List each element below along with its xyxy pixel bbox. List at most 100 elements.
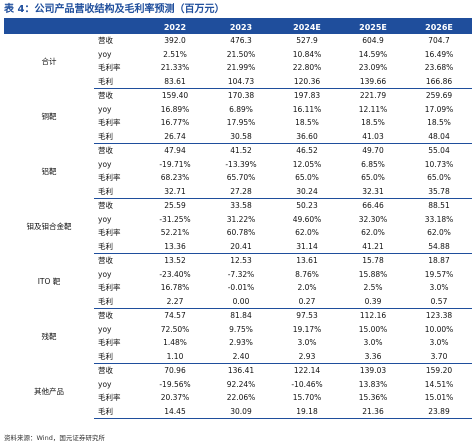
value-cell: 74.57 — [164, 311, 186, 321]
value-cell: 19.18 — [274, 404, 340, 419]
table-row: yoy 16.89% 6.89% 16.11% 12.11% 17.09% — [4, 103, 472, 117]
value-cell: 9.75% — [229, 324, 253, 334]
value-cell: 16.77% — [160, 118, 190, 128]
table-row: 其他产品 营收 70.96 136.41 122.14 139.03 159.20 — [4, 364, 472, 395]
value-cell: 36.60 — [274, 129, 340, 144]
value-cell: 197.83 — [293, 91, 321, 101]
value-cell: 22.06% — [226, 393, 256, 403]
table-row: 铝靶 营收 47.94 41.52 46.52 49.70 55.04 — [4, 144, 472, 175]
table-row: 钼及钼合金靶 营收 25.59 33.58 50.23 66.46 88.51 — [4, 199, 472, 230]
table-row: 毛利 83.61 104.73 120.36 139.66 166.86 — [4, 74, 472, 89]
value-cell: 47.94 — [164, 146, 186, 156]
value-cell: 221.79 — [359, 91, 387, 101]
value-cell: 35.78 — [406, 184, 472, 199]
value-cell: 22.80% — [292, 63, 322, 73]
header-blank-1 — [4, 20, 94, 34]
table-row: 毛利 14.45 30.09 19.18 21.36 23.89 — [4, 404, 472, 419]
value-cell: 48.04 — [406, 129, 472, 144]
metric-label: 毛利率 — [98, 393, 121, 403]
value-cell: 3.70 — [406, 349, 472, 364]
value-cell: 83.61 — [142, 74, 208, 89]
value-cell: 30.24 — [274, 184, 340, 199]
value-cell: 27.28 — [208, 184, 274, 199]
table-row: 毛利 2.27 0.00 0.27 0.39 0.57 — [4, 294, 472, 309]
header-year-2022: 2022 — [142, 20, 208, 34]
metric-label: 毛利 — [94, 294, 142, 309]
table-row: ITO 靶 营收 13.52 12.53 13.61 15.78 18.87 — [4, 254, 472, 285]
value-cell: -19.56% — [159, 379, 191, 389]
table-row: 残靶 营收 74.57 81.84 97.53 112.16 123.38 — [4, 309, 472, 340]
value-cell: 23.89 — [406, 404, 472, 419]
value-cell: 49.70 — [362, 146, 384, 156]
value-cell: 604.9 — [362, 36, 384, 46]
value-cell: 26.74 — [142, 129, 208, 144]
value-cell: 10.73% — [424, 159, 454, 169]
metric-label: 毛利率 — [98, 338, 121, 348]
value-cell: 81.84 — [230, 311, 252, 321]
metric-label: 营收 — [98, 146, 113, 156]
title-rule — [4, 18, 472, 20]
metric-label: yoy — [98, 49, 112, 59]
value-cell: 1.10 — [142, 349, 208, 364]
value-cell: 16.78% — [160, 283, 190, 293]
metric-label: 毛利 — [94, 349, 142, 364]
table-row: 毛利 26.74 30.58 36.60 41.03 48.04 — [4, 129, 472, 144]
value-cell: 68.23% — [160, 173, 190, 183]
value-cell: 30.58 — [208, 129, 274, 144]
metric-label: yoy — [98, 159, 112, 169]
value-cell: 166.86 — [406, 74, 472, 89]
metric-label: 毛利 — [94, 74, 142, 89]
value-cell: 65.0% — [427, 173, 451, 183]
group-label: 其他产品 — [34, 386, 64, 396]
forecast-table: 2022 2023 2024E 2025E 2026E 合计 营收 392.0 476… — [4, 20, 472, 419]
value-cell: 41.52 — [230, 146, 252, 156]
table-row: 毛利 32.71 27.28 30.24 32.31 35.78 — [4, 184, 472, 199]
value-cell: 30.09 — [208, 404, 274, 419]
table-row: yoy -19.71% -13.39% 12.05% 6.85% 10.73% — [4, 158, 472, 172]
value-cell: 3.0% — [429, 283, 449, 293]
metric-label: 毛利 — [94, 129, 142, 144]
value-cell: 704.7 — [428, 36, 450, 46]
value-cell: 65.0% — [361, 173, 385, 183]
value-cell: 15.01% — [424, 393, 454, 403]
value-cell: 23.09% — [358, 63, 388, 73]
value-cell: 120.36 — [274, 74, 340, 89]
table-row: 毛利率 16.77% 17.95% 18.5% 18.5% 18.5% — [4, 116, 472, 130]
metric-label: yoy — [98, 214, 112, 224]
value-cell: 0.57 — [406, 294, 472, 309]
metric-label: yoy — [98, 104, 112, 114]
value-cell: 17.95% — [226, 118, 256, 128]
value-cell: -7.32% — [227, 269, 255, 279]
value-cell: 123.38 — [425, 311, 453, 321]
table-row: yoy 2.51% 21.50% 10.84% 14.59% 16.49% — [4, 48, 472, 62]
value-cell: 10.00% — [424, 324, 454, 334]
value-cell: 3.0% — [297, 338, 317, 348]
value-cell: 62.0% — [427, 228, 451, 238]
value-cell: 122.14 — [293, 366, 321, 376]
value-cell: 41.21 — [340, 239, 406, 254]
metric-label: 毛利 — [94, 239, 142, 254]
value-cell: 104.73 — [208, 74, 274, 89]
value-cell: 46.52 — [296, 146, 318, 156]
value-cell: 3.0% — [363, 338, 383, 348]
group-label: ITO 靶 — [37, 276, 61, 286]
value-cell: 17.09% — [424, 104, 454, 114]
value-cell: 12.05% — [292, 159, 322, 169]
metric-label: 毛利率 — [98, 228, 121, 238]
value-cell: 2.27 — [142, 294, 208, 309]
value-cell: 3.36 — [340, 349, 406, 364]
value-cell: 19.17% — [292, 324, 322, 334]
table-row: 合计 营收 392.0 476.3 527.9 604.9 704.7 — [4, 34, 472, 66]
value-cell: 25.59 — [164, 201, 186, 211]
value-cell: 31.14 — [274, 239, 340, 254]
value-cell: 6.89% — [229, 104, 253, 114]
value-cell: 392.0 — [164, 36, 186, 46]
value-cell: 62.0% — [361, 228, 385, 238]
metric-label: 毛利率 — [98, 283, 121, 293]
value-cell: 15.36% — [358, 393, 388, 403]
value-cell: 15.00% — [358, 324, 388, 334]
table-row: yoy -19.56% 92.24% -10.46% 13.83% 14.51% — [4, 378, 472, 392]
value-cell: 13.36 — [142, 239, 208, 254]
value-cell: 6.85% — [361, 159, 385, 169]
value-cell: -13.39% — [225, 159, 257, 169]
